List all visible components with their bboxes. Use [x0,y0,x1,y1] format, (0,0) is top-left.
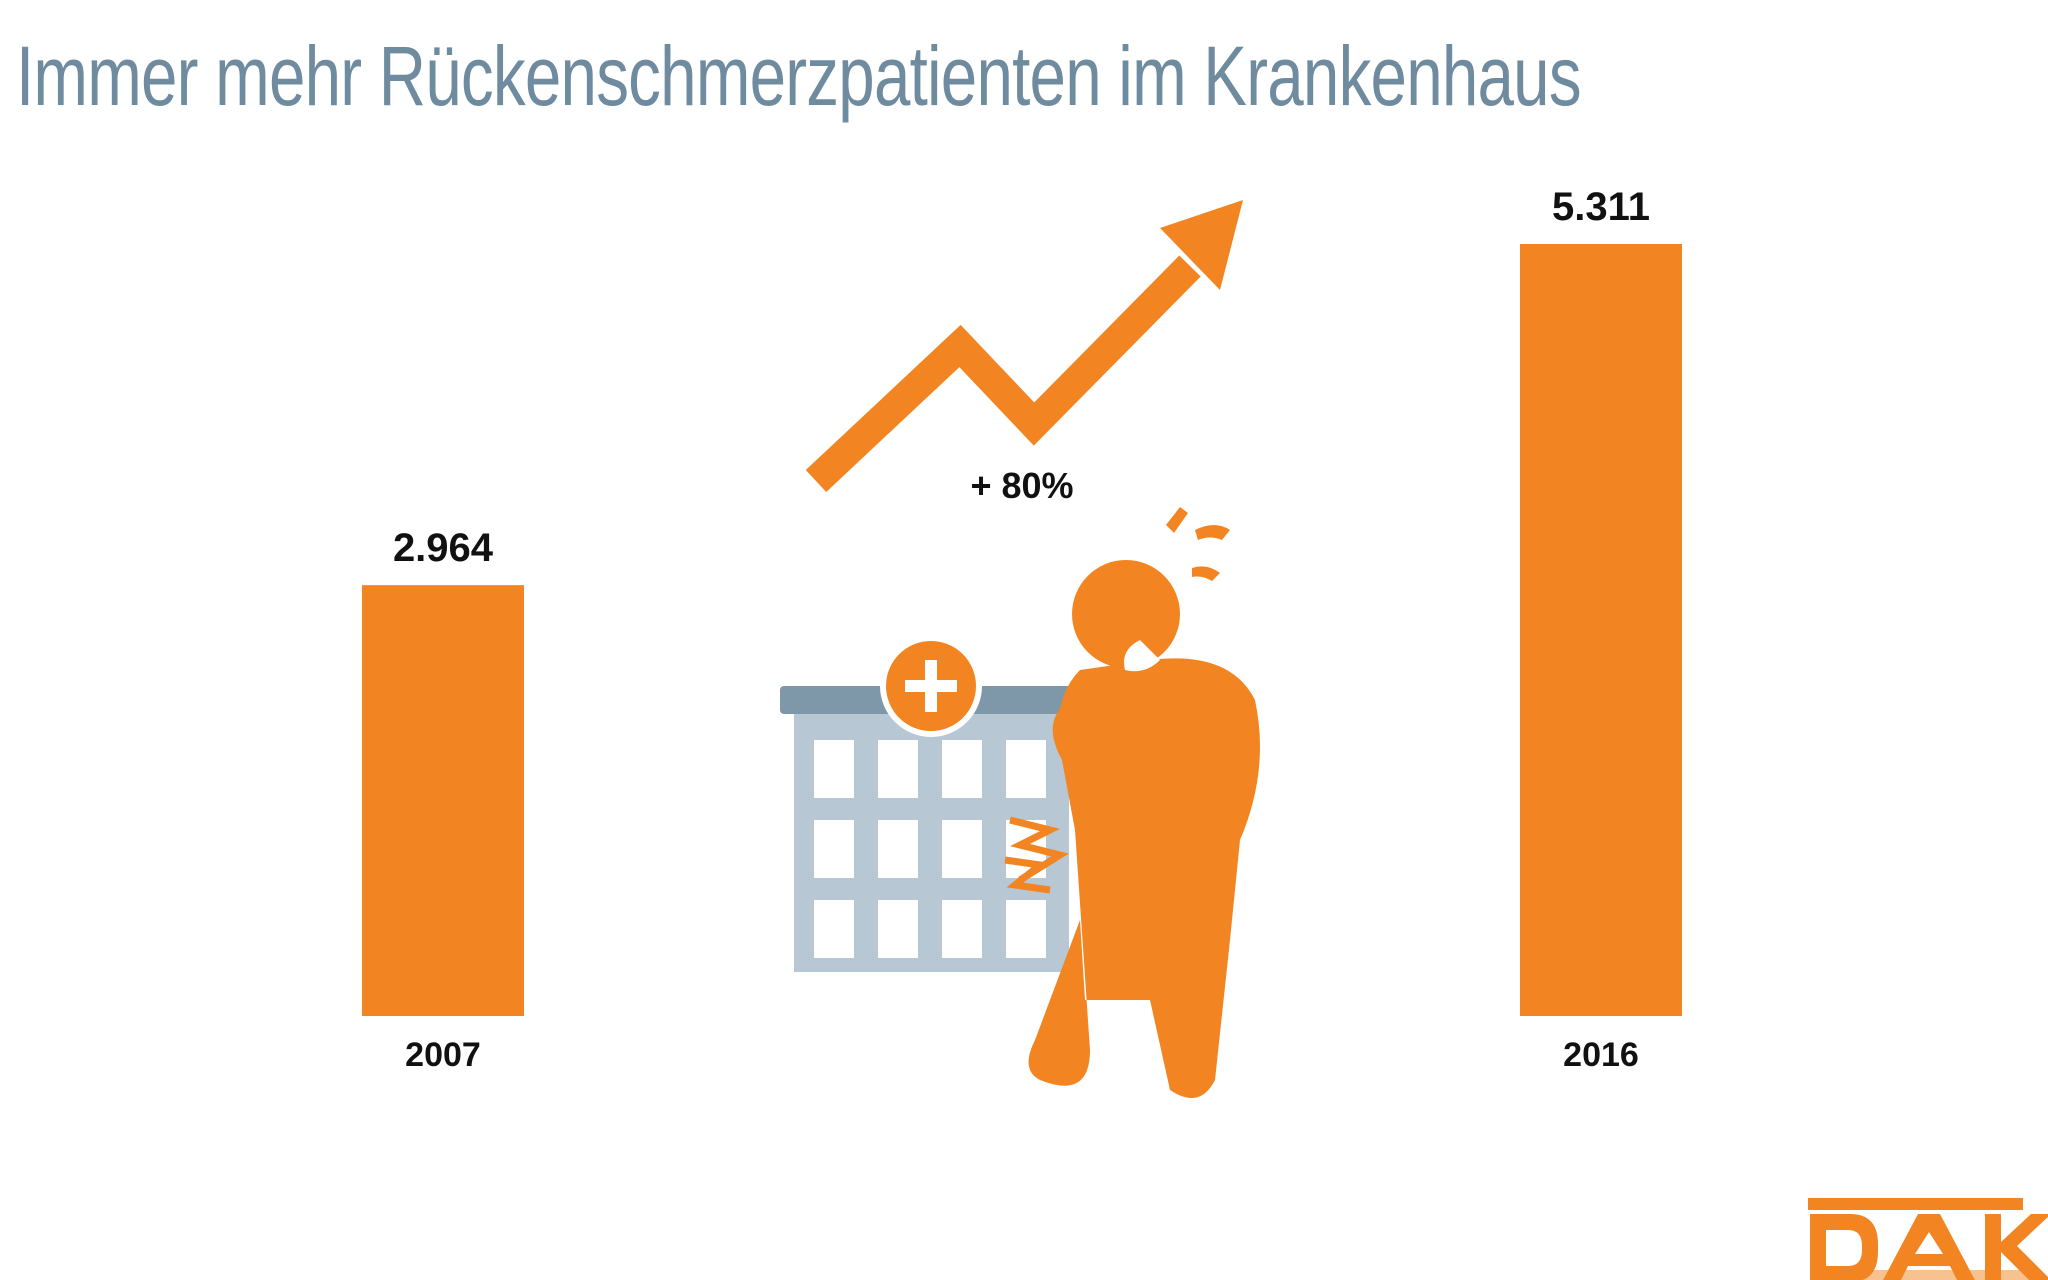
labels: 2.964 2007 5.311 2016 [393,185,1650,1074]
bar-2016 [1520,244,1682,1016]
trend-arrow-icon [805,200,1243,492]
bars [362,244,1682,1016]
bar-2007 [362,585,524,1016]
value-label-2007: 2.964 [393,526,494,570]
category-label-2016: 2016 [1563,1036,1639,1074]
annotation-label: + 80% [970,465,1073,506]
category-label-2007: 2007 [405,1036,481,1074]
value-label-2016: 5.311 [1552,185,1650,229]
chart-title: Immer mehr Rückenschmerzpatienten im Kra… [16,29,1582,123]
hospital-icon [780,635,1080,972]
back-pain-person-icon [1004,507,1260,1098]
dak-logo [1808,1198,2048,1280]
